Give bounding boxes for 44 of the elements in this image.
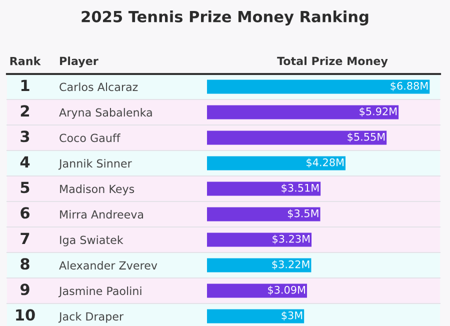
- data-label: $3.5M: [288, 209, 318, 219]
- y-tick-label: Mirra Andreeva: [60, 210, 144, 219]
- text: 3: [20, 130, 30, 142]
- text: Rank: [10, 56, 41, 66]
- bar: [207, 284, 307, 298]
- data-label: $3.09M: [268, 286, 306, 296]
- bar: [207, 80, 430, 94]
- text: 10: [16, 309, 35, 321]
- text: 4: [20, 156, 30, 168]
- y-tick-label: Jack Draper: [58, 312, 124, 323]
- x-axis-title: Total Prize Money: [277, 56, 388, 68]
- bar: [207, 309, 304, 324]
- bar: [207, 207, 320, 222]
- text: 8: [20, 258, 30, 270]
- y-tick-label: Iga Swiatek: [60, 236, 124, 246]
- bar: [207, 156, 346, 170]
- y-tick-label: Jasmine Paolini: [58, 286, 142, 298]
- data-label: $6.88M: [390, 82, 428, 92]
- y-tick-label: Aryna Sabalenka: [59, 108, 152, 119]
- text: 1: [21, 80, 30, 91]
- data-label: $3M: [282, 311, 302, 321]
- bar: [207, 130, 387, 145]
- y-tick-label: Jannik Sinner: [58, 159, 132, 170]
- text: 6: [20, 207, 30, 219]
- text: 7: [20, 232, 30, 244]
- bar: [207, 258, 312, 272]
- text: 9: [20, 284, 30, 296]
- y-tick-label: Carlos Alcaraz: [60, 82, 138, 92]
- y-tick-label: Madison Keys: [60, 184, 134, 196]
- data-label: $3.23M: [272, 234, 310, 244]
- y-tick-label: Coco Gauff: [60, 134, 120, 142]
- chart-title: 2025 Tennis Prize Money Ranking: [82, 10, 368, 26]
- bar: [207, 182, 321, 196]
- bar: [207, 105, 399, 120]
- y-axis-title: Player: [60, 56, 98, 68]
- text: 5: [20, 182, 30, 194]
- data-label: $5.55M: [348, 132, 385, 142]
- text: 2: [20, 105, 29, 116]
- data-label: $3.51M: [282, 184, 319, 194]
- y-tick-label: Alexander Zverev: [59, 261, 158, 270]
- bar: [207, 232, 312, 247]
- data-label: $3.22M: [272, 260, 310, 270]
- data-label: $4.28M: [306, 158, 344, 168]
- data-label: $5.92M: [360, 107, 397, 117]
